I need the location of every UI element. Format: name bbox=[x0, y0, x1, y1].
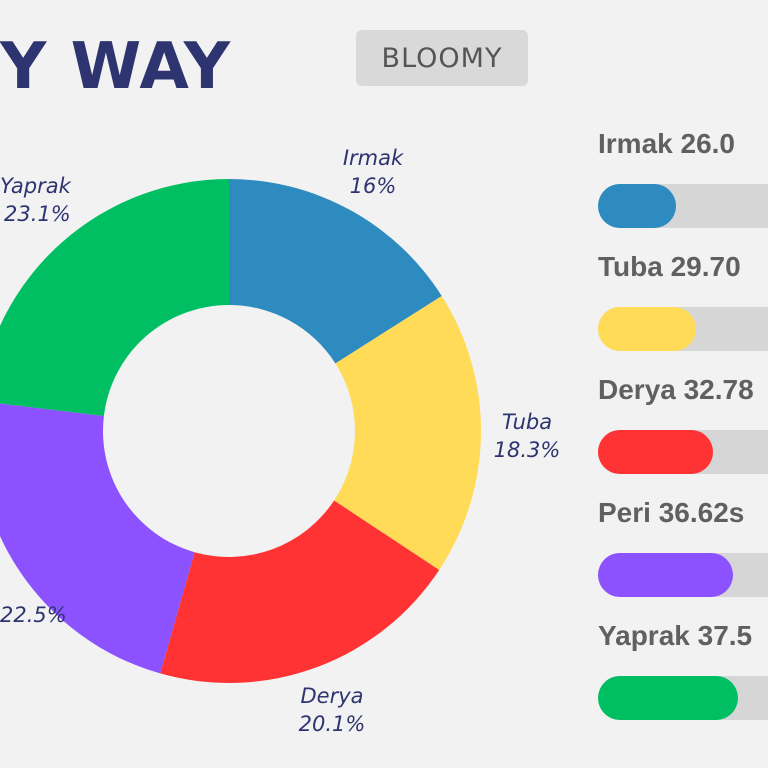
slice-tuba bbox=[334, 295, 482, 571]
bar-track bbox=[598, 676, 768, 720]
slice-label-peri: 22.5% bbox=[0, 601, 67, 629]
slice-irmak bbox=[229, 179, 442, 364]
slice-name: Yaprak bbox=[0, 174, 71, 198]
slice-pct: 22.5% bbox=[0, 603, 67, 627]
slice-label-derya: Derya 20.1% bbox=[294, 682, 370, 738]
bar-track bbox=[598, 184, 768, 228]
slice-derya bbox=[160, 500, 440, 683]
slice-label-irmak: Irmak 16% bbox=[340, 144, 406, 200]
bar-label-0: Irmak 26.0 bbox=[598, 128, 735, 159]
bar-fill bbox=[598, 184, 676, 228]
bar-track bbox=[598, 307, 768, 351]
slice-yaprak bbox=[0, 179, 229, 416]
bar-fill bbox=[598, 307, 696, 351]
bar-label-3: Peri 36.62s bbox=[598, 497, 745, 528]
bar-label-4: Yaprak 37.5 bbox=[598, 620, 753, 651]
brand-badge: BLOOMY bbox=[356, 30, 528, 86]
slice-name: Irmak bbox=[342, 146, 404, 170]
slice-pct: 20.1% bbox=[298, 712, 366, 736]
bar-fill bbox=[598, 430, 713, 474]
bar-track bbox=[598, 553, 768, 597]
bar-label-2: Derya 32.78 bbox=[598, 374, 754, 405]
slice-pct: 16% bbox=[349, 174, 397, 198]
slice-pct: 23.1% bbox=[4, 202, 71, 226]
bar-fill bbox=[598, 676, 739, 720]
bar-track bbox=[598, 430, 768, 474]
slice-label-tuba: Tuba 18.3% bbox=[490, 408, 564, 464]
slice-pct: 18.3% bbox=[493, 438, 561, 462]
slice-name: Tuba bbox=[501, 410, 553, 434]
bar-fill bbox=[598, 553, 734, 597]
slice-peri bbox=[0, 403, 195, 674]
slice-name: Derya bbox=[300, 684, 364, 708]
slice-label-yaprak: Yaprak 23.1% bbox=[0, 172, 71, 228]
bar-label-1: Tuba 29.70 bbox=[598, 251, 741, 282]
page-title: Y WAY bbox=[0, 30, 232, 104]
